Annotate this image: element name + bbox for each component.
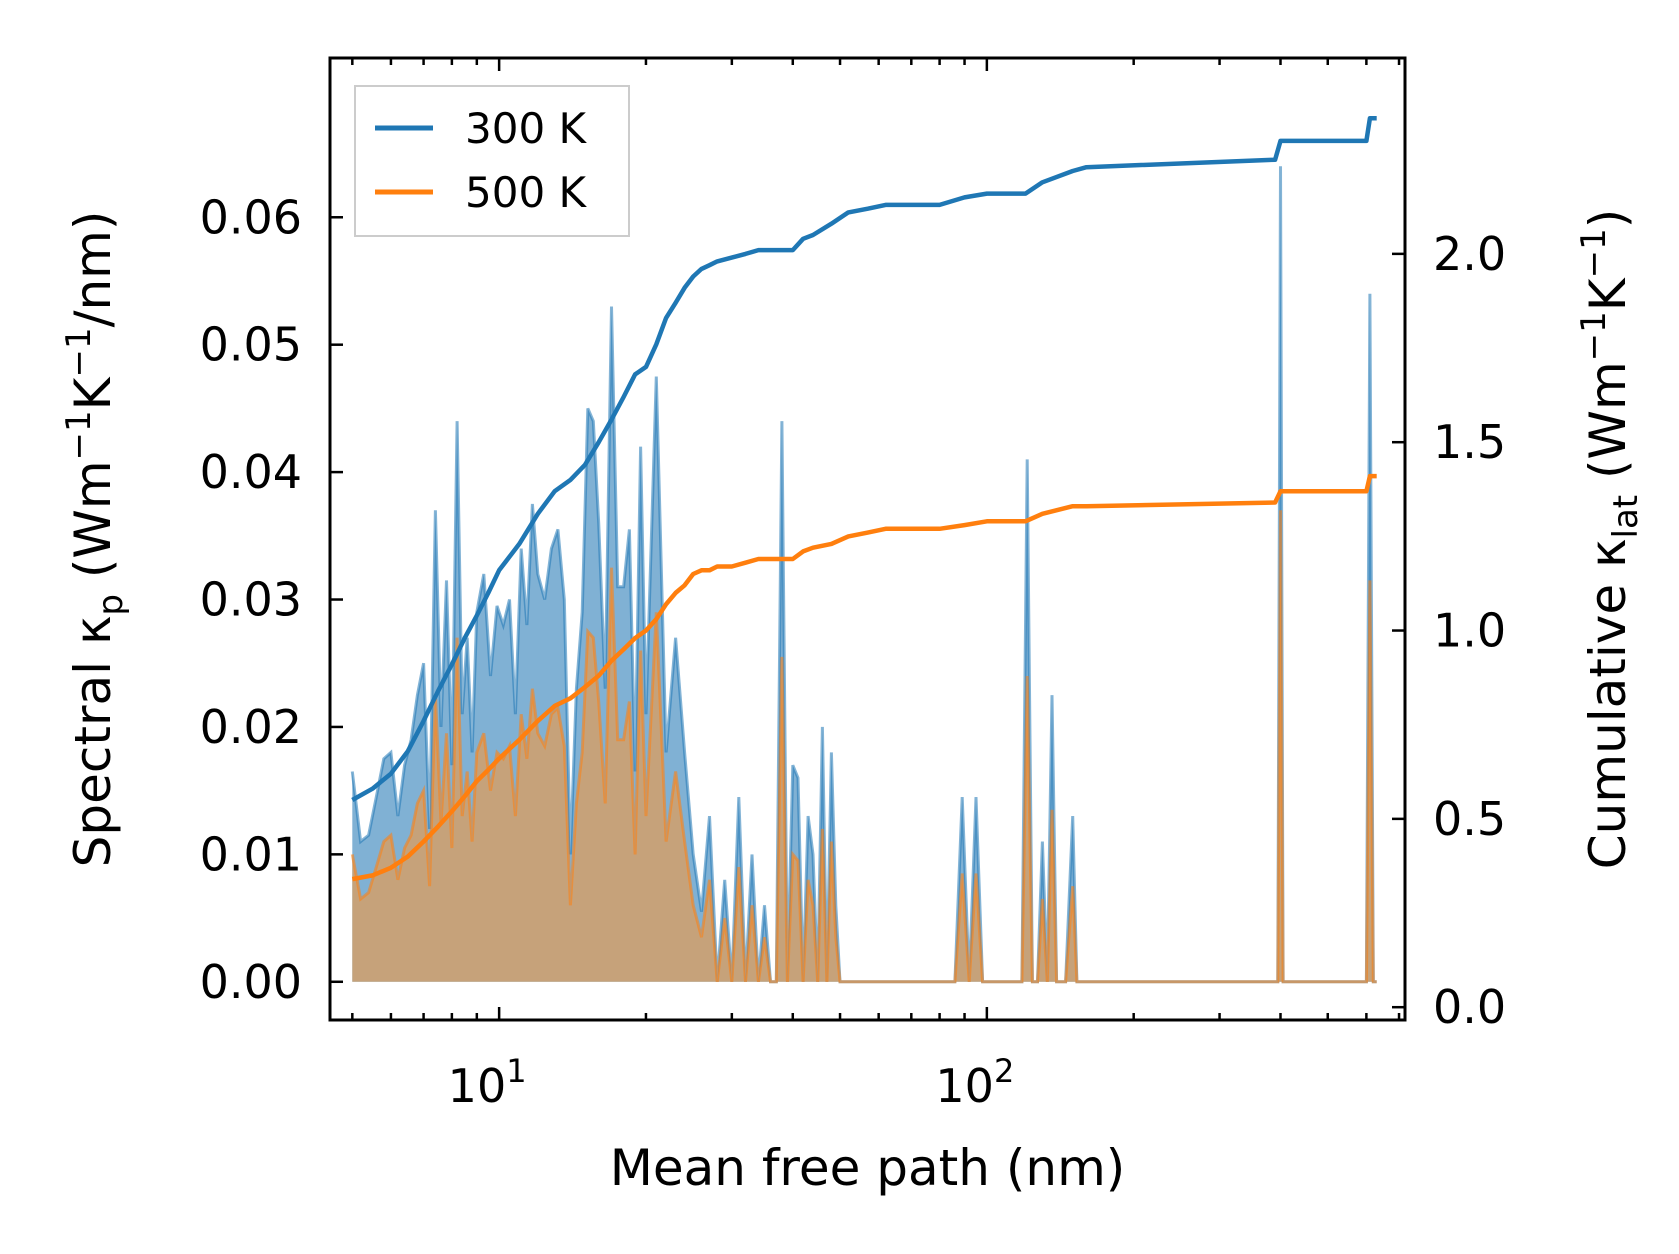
y-left-tick-label: 0.06 (200, 190, 302, 244)
y-right-tick-label: 1.0 (1433, 604, 1506, 658)
legend: 300 K 500 K (354, 85, 630, 237)
y-right-title-units-prefix: (Wm (1579, 361, 1637, 495)
y-left-tick-label: 0.01 (200, 827, 302, 881)
y-left-title-sub: p (91, 594, 131, 616)
legend-label-300k: 300 K (465, 104, 588, 153)
spectral-fill-500k (352, 510, 1377, 982)
x-tick-label: 101 (448, 1052, 527, 1113)
y-left-title-units-mid: K (64, 376, 122, 410)
y-right-tick-label: 1.5 (1433, 415, 1506, 469)
y-right-title-sup2: −1 (1574, 228, 1614, 278)
y-left-tick-label: 0.05 (200, 318, 302, 372)
legend-label-500k: 500 K (465, 168, 588, 217)
y-left-title-units-end: /nm) (64, 211, 122, 328)
x-tick-label: 102 (935, 1052, 1014, 1113)
y-right-tick-label: 0.0 (1433, 980, 1506, 1034)
legend-frame (354, 85, 630, 237)
y-left-tick-label: 0.04 (200, 445, 302, 499)
y-right-tick-label: 2.0 (1433, 227, 1506, 281)
tick-labels: 101 102 0.00 0.01 0.02 0.03 0.04 0.05 0.06 0.0 0.5… (200, 190, 1507, 1113)
y-left-title-sup2: −1 (59, 327, 99, 377)
cumulative-line-300k (351, 116, 1377, 802)
y-right-title-main: Cumulative κ (1579, 538, 1637, 869)
y-right-title-units-end: ) (1579, 209, 1637, 229)
y-left-tick-label: 0.03 (200, 573, 302, 627)
data-lines (351, 116, 1377, 882)
y-right-title-units-mid: K (1579, 277, 1637, 311)
y-right-title-sup1: −1 (1574, 311, 1614, 361)
plot-frame (328, 56, 1407, 1022)
y-right-title-sub: lat (1606, 495, 1646, 539)
y-right-tick-label: 0.5 (1433, 792, 1506, 846)
y-axis-left-title: Spectral κp (Wm−1K−1/nm) (59, 211, 131, 868)
x-axis-title: Mean free path (nm) (610, 1139, 1126, 1197)
y-left-tick-label: 0.00 (200, 955, 302, 1009)
spectral-line-300k (350, 166, 1377, 984)
y-left-title-units-prefix: (Wm (64, 460, 122, 594)
y-axis-right-title: Cumulative κlat (Wm−1K−1) (1574, 209, 1646, 869)
y-left-title-main: Spectral κ (64, 616, 122, 868)
cumulative-line-500k (351, 473, 1377, 882)
y-left-title-sup1: −1 (59, 410, 99, 460)
y-left-tick-label: 0.02 (200, 700, 302, 754)
axis-ticks (330, 58, 1405, 1020)
